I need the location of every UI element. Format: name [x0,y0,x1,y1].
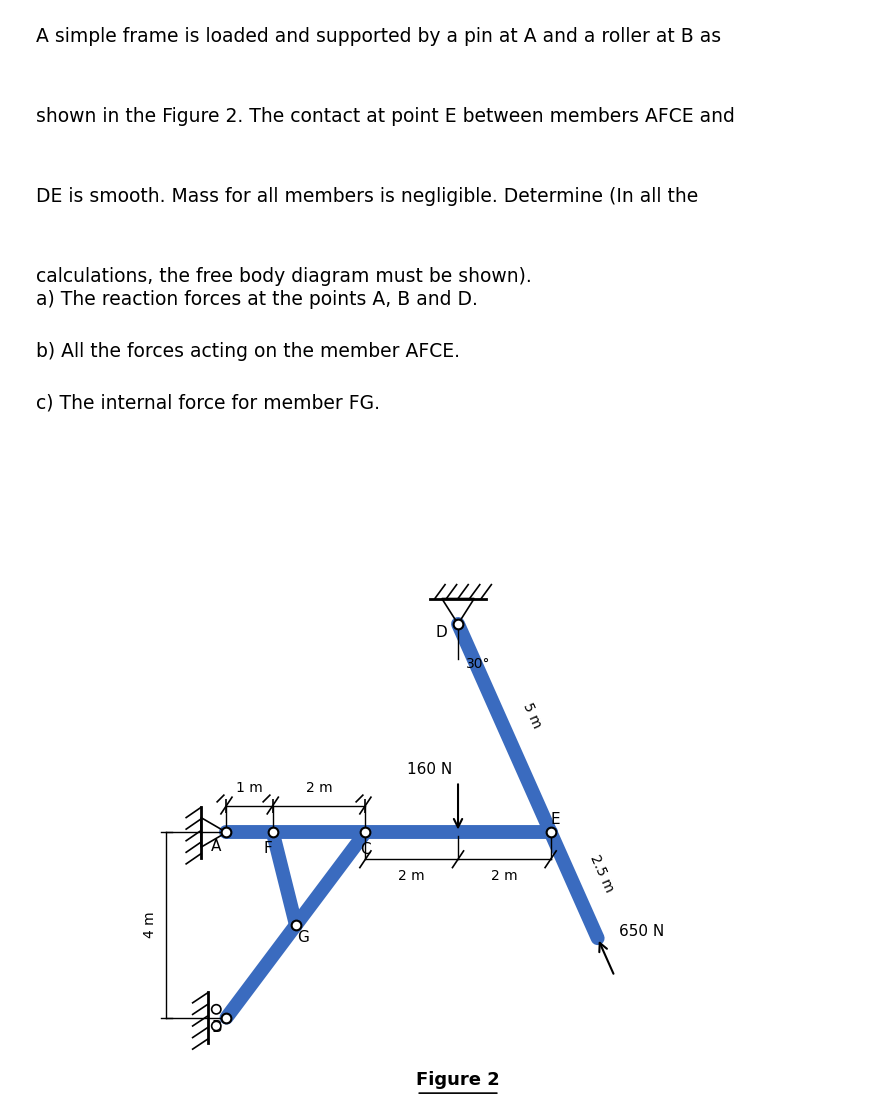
Text: C: C [360,842,371,858]
Circle shape [212,1022,220,1031]
Text: E: E [550,811,560,827]
Text: 2 m: 2 m [491,870,517,883]
Text: F: F [264,841,273,857]
Text: 2.5 m: 2.5 m [588,852,616,894]
Text: 4 m: 4 m [143,912,157,938]
Text: 650 N: 650 N [619,924,664,939]
Text: DE is smooth. Mass for all members is negligible. Determine (In all the: DE is smooth. Mass for all members is ne… [36,187,698,206]
Text: 5 m: 5 m [520,701,544,731]
Text: Figure 2: Figure 2 [416,1071,500,1089]
Text: B: B [211,1021,221,1035]
Text: b) All the forces acting on the member AFCE.: b) All the forces acting on the member A… [36,342,460,361]
Text: 30°: 30° [467,657,491,672]
Text: c) The internal force for member FG.: c) The internal force for member FG. [36,394,380,413]
Text: 160 N: 160 N [407,762,453,777]
Text: a) The reaction forces at the points A, B and D.: a) The reaction forces at the points A, … [36,291,477,309]
Text: 2 m: 2 m [306,782,332,795]
Text: A: A [211,839,221,853]
Circle shape [212,1005,220,1014]
Text: 1 m: 1 m [236,782,263,795]
Text: A simple frame is loaded and supported by a pin at A and a roller at B as: A simple frame is loaded and supported b… [36,26,721,45]
Text: calculations, the free body diagram must be shown).: calculations, the free body diagram must… [36,268,532,286]
Text: 2 m: 2 m [398,870,425,883]
Text: D: D [436,625,448,640]
Text: shown in the Figure 2. The contact at point E between members AFCE and: shown in the Figure 2. The contact at po… [36,107,734,126]
Text: G: G [297,930,308,946]
